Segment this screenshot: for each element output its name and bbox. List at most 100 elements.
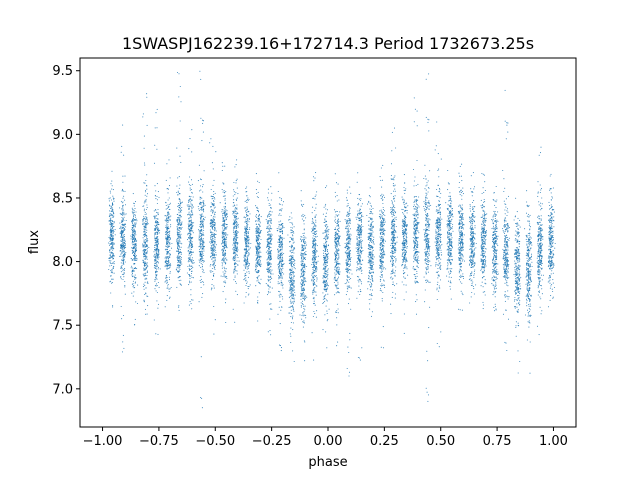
- data-point: [143, 228, 145, 230]
- data-point: [258, 219, 260, 221]
- data-point: [133, 214, 135, 216]
- data-point: [214, 257, 216, 259]
- data-point: [303, 237, 305, 239]
- data-point: [154, 225, 157, 228]
- data-point: [187, 199, 190, 201]
- data-point: [190, 259, 192, 262]
- data-point: [243, 302, 245, 304]
- data-point: [212, 238, 214, 240]
- data-point: [290, 277, 292, 279]
- data-point: [289, 295, 291, 298]
- data-point: [289, 219, 291, 221]
- data-point: [300, 275, 302, 277]
- data-point: [278, 226, 280, 228]
- data-point: [300, 241, 302, 243]
- data-point: [133, 243, 135, 245]
- data-point: [135, 301, 137, 303]
- data-point: [158, 249, 160, 251]
- data-point: [292, 308, 295, 310]
- data-point: [200, 281, 202, 284]
- data-point: [249, 213, 251, 215]
- data-point: [155, 333, 157, 335]
- data-point: [292, 273, 294, 275]
- data-point: [258, 243, 260, 245]
- data-point: [131, 273, 134, 275]
- data-point: [156, 229, 159, 231]
- data-point: [223, 248, 226, 250]
- data-point: [267, 263, 269, 265]
- data-point: [201, 229, 203, 231]
- data-point: [164, 219, 166, 221]
- data-point: [212, 232, 214, 234]
- data-point: [311, 280, 313, 282]
- data-point: [155, 215, 157, 217]
- data-point: [303, 216, 305, 218]
- data-point: [226, 210, 228, 212]
- data-point: [244, 200, 246, 202]
- data-point: [154, 228, 156, 230]
- data-point: [224, 238, 226, 240]
- data-point: [211, 236, 213, 238]
- data-point: [188, 259, 190, 261]
- data-point: [225, 223, 227, 225]
- data-point: [114, 229, 116, 231]
- data-point: [179, 234, 181, 236]
- data-point: [268, 230, 270, 232]
- data-point: [143, 249, 145, 251]
- data-point: [234, 194, 236, 196]
- data-point: [144, 238, 146, 241]
- data-point: [132, 193, 134, 195]
- data-point: [179, 207, 181, 209]
- data-point: [201, 407, 203, 409]
- data-point: [289, 236, 291, 238]
- data-point: [111, 229, 113, 231]
- data-point: [179, 264, 182, 266]
- data-point: [166, 282, 168, 284]
- data-point: [234, 214, 236, 216]
- data-point: [212, 255, 214, 257]
- data-point: [302, 278, 305, 280]
- data-point: [178, 256, 180, 258]
- data-point: [268, 227, 270, 229]
- data-point: [281, 245, 283, 247]
- data-point: [201, 215, 203, 217]
- data-point: [180, 216, 182, 218]
- data-point: [132, 209, 134, 211]
- data-point: [123, 238, 125, 240]
- data-point: [122, 341, 124, 343]
- data-point: [189, 197, 191, 199]
- data-point: [288, 255, 290, 257]
- data-point: [166, 215, 168, 217]
- data-point: [201, 254, 203, 256]
- data-point: [233, 235, 235, 238]
- data-point: [154, 279, 156, 281]
- data-point: [122, 261, 124, 263]
- data-point: [247, 218, 249, 220]
- data-point: [247, 294, 249, 296]
- data-point: [178, 270, 181, 272]
- data-point: [112, 267, 114, 269]
- data-point: [190, 239, 192, 241]
- data-point: [120, 228, 122, 230]
- data-point: [315, 172, 317, 174]
- data-point: [134, 208, 136, 210]
- data-point: [155, 271, 157, 273]
- data-point: [123, 254, 125, 256]
- data-point: [131, 224, 133, 226]
- data-point: [302, 277, 304, 279]
- data-point: [234, 262, 236, 264]
- data-point: [211, 219, 213, 222]
- data-point: [191, 268, 193, 270]
- data-point: [131, 265, 133, 267]
- data-point: [167, 188, 169, 190]
- data-point: [280, 281, 282, 284]
- data-point: [192, 206, 195, 208]
- data-point: [209, 235, 212, 237]
- data-point: [154, 249, 157, 251]
- data-point: [303, 219, 305, 222]
- data-point: [256, 241, 258, 243]
- data-point: [312, 252, 314, 254]
- data-point: [121, 231, 123, 233]
- data-point: [293, 360, 295, 363]
- data-point: [120, 267, 122, 270]
